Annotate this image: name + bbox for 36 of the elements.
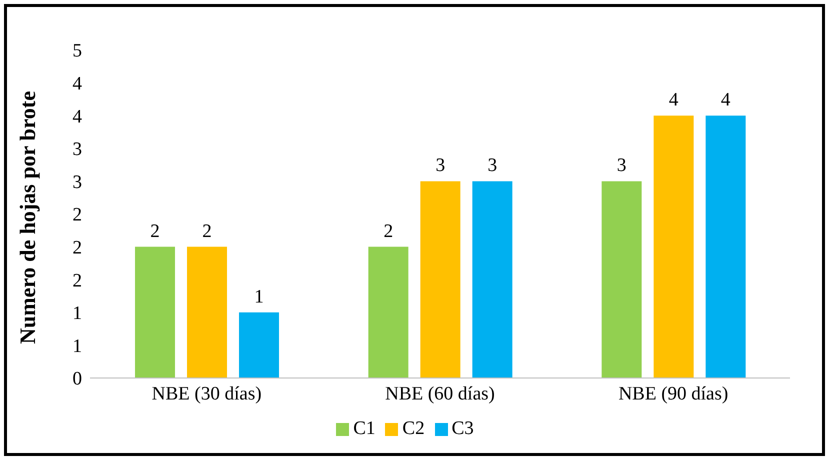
data-label: 3 [616, 155, 626, 176]
y-tick-label: 3 [72, 139, 82, 160]
y-tick-label: 5 [72, 40, 82, 62]
legend-label: C2 [402, 418, 425, 439]
y-tick-label: 0 [72, 368, 82, 390]
legend-label: C1 [353, 418, 376, 439]
data-label: 3 [488, 155, 498, 176]
x-tick-label: NBE (60 días) [385, 383, 495, 404]
y-tick-label: 3 [72, 172, 82, 193]
legend-label: C3 [452, 418, 474, 439]
data-label: 2 [384, 220, 394, 242]
y-tick-label: 1 [72, 303, 82, 324]
bar [654, 116, 694, 378]
y-axis-title: Numero de hojas por brote [14, 90, 40, 344]
bar [472, 181, 512, 378]
data-label: 1 [254, 286, 264, 308]
data-label: 2 [202, 220, 212, 242]
y-tick-label: 4 [72, 74, 82, 95]
data-label: 3 [436, 155, 446, 176]
bar [706, 116, 746, 378]
y-tick-label: 1 [72, 336, 82, 357]
bar [368, 246, 408, 378]
bar [420, 181, 460, 378]
data-label: 4 [720, 90, 731, 111]
x-tick-label: NBE (30 días) [152, 383, 262, 404]
bar [602, 181, 642, 378]
y-tick-label: 4 [72, 106, 82, 128]
bar [135, 246, 175, 378]
x-tick-label: NBE (90 días) [618, 383, 728, 404]
bar [239, 312, 279, 378]
y-tick-label: 2 [72, 238, 82, 259]
y-tick-label: 2 [72, 270, 82, 292]
bar [187, 246, 227, 378]
data-label: 2 [150, 220, 160, 242]
y-tick-label: 2 [72, 204, 82, 226]
data-label: 4 [668, 90, 679, 111]
